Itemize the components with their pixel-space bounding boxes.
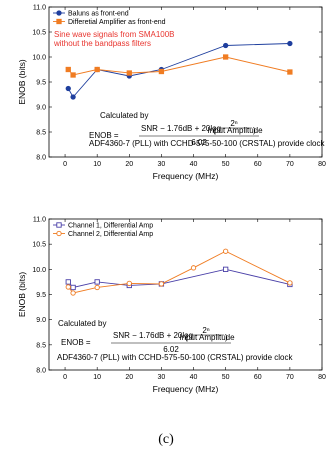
chart2-annotation-calc: Calculated by [58, 319, 106, 328]
chart2-ytick-label: 9.5 [36, 292, 46, 299]
chart1-ytick-label: 10.5 [32, 30, 46, 37]
chart2-series-1-point [222, 266, 229, 272]
chart2-xtick-label: 60 [254, 374, 262, 381]
chart1-ytick-label: 9.5 [36, 80, 46, 87]
chart1-series-2-point [126, 70, 132, 76]
chart2-series-1-point [65, 279, 71, 285]
chart2-legend-marker-1 [56, 222, 62, 228]
chart2-xtick-label: 0 [63, 374, 67, 381]
chart1-xtick-label: 70 [286, 161, 294, 168]
chart1-legend-label-2: Differetial Amplifier as front-end [68, 19, 166, 26]
chart1-formula-paren-close: ) [253, 126, 256, 135]
chart1-formula-frac-den: Input Amplitude [207, 126, 263, 135]
chart1-series-1-point [222, 42, 229, 49]
chart2-xtick-label: 50 [222, 374, 230, 381]
chart1-ylabel: ENOB (bits) [17, 59, 27, 105]
chart1-legend-marker-1 [56, 10, 62, 16]
chart2-ytick-label: 8.5 [36, 342, 46, 349]
chart1-xtick-label: 30 [158, 161, 166, 168]
chart2-legend-label-1: Channel 1, Differential Amp [68, 222, 153, 229]
chart2-series-2-point [65, 284, 71, 290]
chart1-series-2-point [222, 54, 229, 60]
chart2-formula-paren-close: ) [225, 333, 228, 342]
chart2-ytick-label: 10.5 [32, 242, 46, 249]
chart1-xtick-label: 20 [125, 161, 133, 168]
chart2-formula-frac-num: 2ⁿ [202, 326, 209, 335]
chart2-ytick-label: 10.0 [32, 267, 46, 274]
chart2-formula-frac-den: Input Amplitude [179, 333, 235, 342]
chart2-plot-frame [48, 218, 323, 371]
chart1-xtick-label: 10 [93, 161, 101, 168]
chart1-formula-numerator: SNR − 1.76dB + 20log [141, 124, 221, 133]
chart2-series-2-point [126, 280, 132, 287]
chart1-series-2-line [67, 56, 290, 76]
chart1-ytick-label: 11.0 [33, 5, 46, 12]
chart1-annotation-sine-2: without the bandpass filters [53, 39, 151, 48]
chart2-formula-paren-open: ( [185, 333, 188, 342]
chart2-annotation-clock: ADF4360-7 (PLL) with CCHD-575-50-100 (CR… [57, 353, 293, 362]
figure: 8.0 8.5 9.0 9.5 10.0 10.5 11.0 0 10 20 30 40 50 60 70 8… [17, 5, 326, 395]
chart2-ytick-label: 8.0 [36, 368, 46, 375]
chart2-xtick-label: 70 [286, 374, 294, 381]
chart1-series-2-point [65, 66, 71, 73]
figure-caption: (c) [158, 432, 174, 447]
chart2-ytick-label: 11.0 [33, 217, 46, 224]
chart1-series-2-point [94, 66, 100, 73]
chart2-formula-numerator: SNR − 1.76dB + 20log [113, 331, 193, 340]
chart2-xtick-label: 80 [318, 374, 326, 381]
chart2-series-2-point [222, 248, 229, 254]
chart2-legend-label-2: Channel 2, Differential Amp [68, 231, 153, 238]
chart2: 8.0 8.5 9.0 9.5 10.0 10.5 11.0 0 10 20 30 40 50 60 70 8… [17, 217, 326, 395]
chart1-series-2-point [158, 68, 165, 75]
chart1-series-1-point [70, 94, 76, 100]
chart1-annotation-clock: ADF4360-7 (PLL) with CCHD-575-50-100 (CR… [89, 139, 325, 148]
chart1-ytick-label: 10.0 [32, 55, 46, 62]
chart2-ylabel: ENOB (bits) [17, 272, 27, 318]
chart2-xtick-label: 20 [125, 374, 133, 381]
chart1-xlabel: Frequency (MHz) [153, 171, 219, 181]
chart1-formula-frac-num: 2ⁿ [230, 119, 237, 128]
chart2-series-1-point [94, 279, 100, 285]
chart1-formula-paren-open: ( [213, 126, 216, 135]
chart2-xtick-label: 10 [93, 374, 101, 381]
chart1-xtick-label: 40 [190, 161, 198, 168]
chart1-legend-label-1: Baluns as front-end [68, 10, 129, 17]
chart2-xtick-label: 40 [190, 374, 198, 381]
chart1-series-1-point [287, 40, 293, 47]
chart1-series-1-point [65, 85, 71, 92]
chart1: 8.0 8.5 9.0 9.5 10.0 10.5 11.0 0 10 20 30 40 50 60 70 8… [17, 5, 326, 182]
chart2-xtick-label: 30 [158, 374, 166, 381]
chart2-series-2-point [94, 284, 100, 291]
chart2-series-1-point [70, 284, 76, 291]
chart2-series-2-point [70, 290, 76, 296]
chart1-series-2-point [287, 69, 293, 75]
chart2-formula-denominator: 6.02 [163, 345, 179, 354]
chart2-legend-marker-2 [56, 230, 62, 237]
chart1-formula-denominator: 6.02 [191, 138, 207, 147]
chart1-annotation-calc: Calculated by [100, 111, 148, 120]
chart2-series-2-line [67, 250, 291, 294]
chart2-series-2-point [158, 281, 165, 287]
chart1-formula-lhs: ENOB = [89, 131, 119, 140]
chart1-ytick-label: 8.5 [36, 130, 46, 137]
chart2-formula-lhs: ENOB = [61, 338, 91, 347]
chart2-series-2-point [190, 265, 197, 271]
chart1-ytick-label: 8.0 [36, 155, 46, 162]
chart2-ytick-label: 9.0 [36, 317, 46, 324]
chart1-legend-marker-2 [56, 18, 62, 25]
chart2-xlabel: Frequency (MHz) [153, 384, 219, 394]
chart1-xtick-label: 0 [63, 161, 67, 168]
chart1-series-2-point [70, 72, 76, 78]
chart2-series-2-point [287, 280, 293, 286]
chart1-annotation-sine-1: Sine wave signals from SMA100B [54, 30, 175, 39]
chart1-xtick-label: 80 [318, 161, 326, 168]
chart1-xtick-label: 60 [254, 161, 262, 168]
chart1-xtick-label: 50 [222, 161, 230, 168]
chart2-series-1-line [67, 268, 290, 288]
chart1-ytick-label: 9.0 [36, 105, 46, 112]
